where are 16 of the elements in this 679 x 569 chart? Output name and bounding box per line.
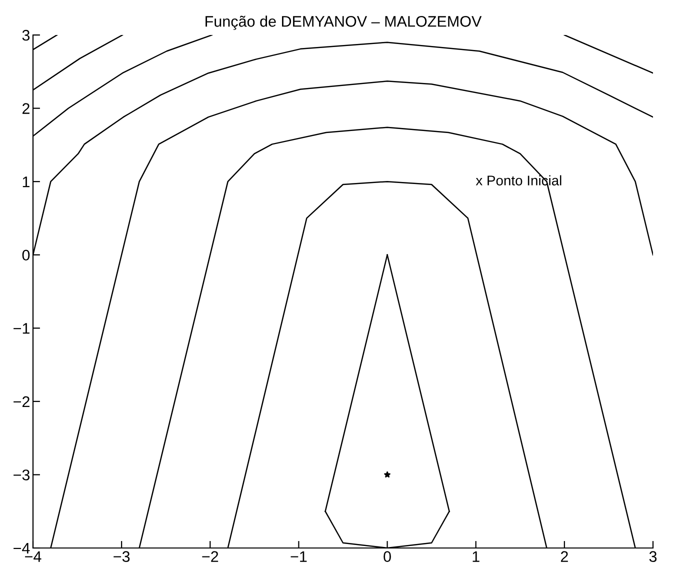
x-tick-label: −1 [290, 551, 307, 562]
y-tick-label: 0 [22, 250, 30, 261]
y-tick-label: −3 [14, 470, 30, 480]
y-tick-label: 3 [22, 30, 30, 41]
y-tick-label: −2 [14, 396, 30, 407]
x-tick-label: 1 [472, 551, 480, 562]
y-tick-label: 2 [22, 103, 30, 114]
y-tick-label: 1 [22, 176, 30, 188]
y-tick-label: −1 [14, 323, 30, 334]
x-tick-label: 3 [649, 551, 657, 562]
y-tick-label: −4 [14, 543, 30, 554]
x-tick-label: −3 [114, 551, 130, 562]
chart-title: Função de DEMYANOV – MALOZEMOV [206, 16, 482, 30]
x-tick-label: 2 [560, 551, 568, 562]
x-tick-label: 0 [384, 551, 391, 562]
x-tick-label: −2 [202, 551, 218, 562]
